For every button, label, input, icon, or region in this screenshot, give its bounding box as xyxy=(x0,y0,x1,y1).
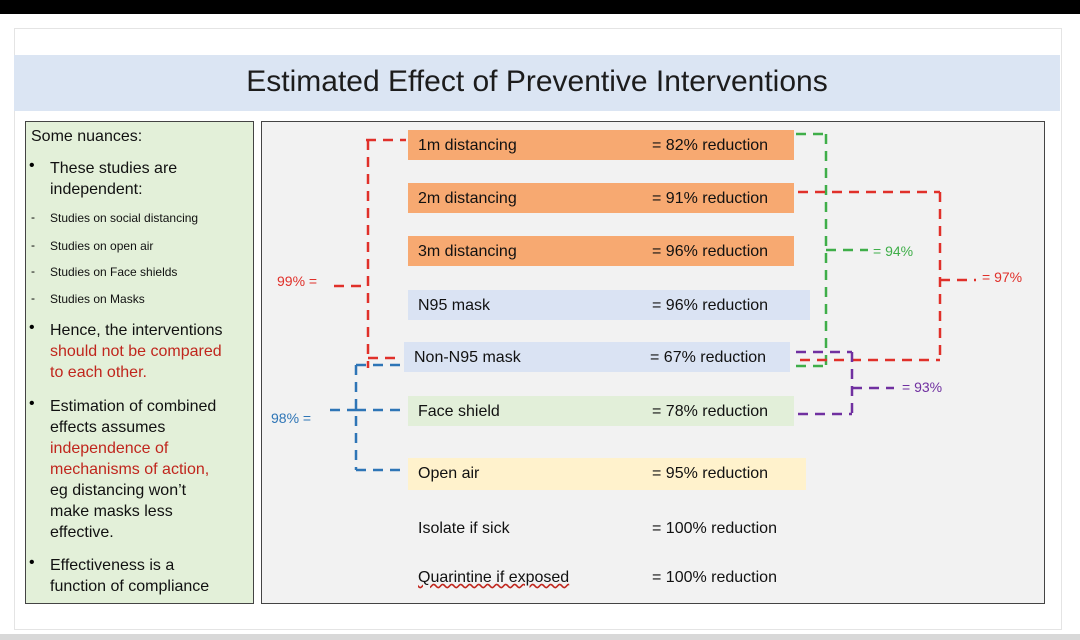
row-bg-2m xyxy=(408,183,794,213)
combined-93-label: = 93% xyxy=(902,379,943,395)
bullet-dot: • xyxy=(29,395,35,412)
intervention-effect: = 96% reduction xyxy=(652,243,769,260)
bullet-4-line-1: Effectiveness is a xyxy=(50,557,175,574)
intervention-effect: = 96% reduction xyxy=(652,297,769,314)
row-bg-face-shield xyxy=(408,396,794,426)
sub-item-open-air: Studies on open air xyxy=(50,239,154,253)
intervention-effect: = 91% reduction xyxy=(652,190,769,207)
bullet-3-line-5: eg distancing won’t xyxy=(50,482,187,499)
combined-97-label: = 97% xyxy=(982,269,1023,285)
bullet-2-line-3: to each other. xyxy=(50,362,147,383)
sub-dash: - xyxy=(31,238,35,252)
blue-bracket-98 xyxy=(330,363,404,472)
bullet-2-red-text: should not be compared xyxy=(50,343,222,360)
intervention-name: 1m distancing xyxy=(418,137,517,154)
bullet-dot: • xyxy=(29,319,35,336)
intervention-name: Non-N95 mask xyxy=(414,349,521,366)
combined-99-label: 99% = xyxy=(277,273,318,289)
red-bracket-99 xyxy=(334,138,406,368)
nuances-panel xyxy=(25,121,254,604)
sub-dash: - xyxy=(31,210,35,224)
bullet-2-red-text: to each other. xyxy=(50,364,147,381)
bullet-3-line-6: make masks less xyxy=(50,503,173,520)
intervention-name: Quarintine if exposed xyxy=(418,569,570,586)
sub-item-masks: Studies on Masks xyxy=(50,292,145,306)
intervention-name: Face shield xyxy=(418,403,500,420)
row-bg-1m xyxy=(408,130,794,160)
bullet-2-line-2: should not be compared xyxy=(50,341,222,362)
red-bracket-97 xyxy=(798,190,976,362)
intervention-name: 2m distancing xyxy=(418,190,517,207)
bullet-3-line-1: Estimation of combined xyxy=(50,398,217,415)
bullet-2-line-1: Hence, the interventions xyxy=(50,322,223,339)
sub-item-social-distancing: Studies on social distancing xyxy=(50,211,199,225)
nuances-heading: Some nuances: xyxy=(31,128,143,145)
intervention-effect: = 82% reduction xyxy=(652,137,769,154)
intervention-effect: = 100% reduction xyxy=(652,520,777,537)
bullet-dot: • xyxy=(29,554,35,571)
bullet-4-line-2: function of compliance xyxy=(50,578,210,595)
slide-title: Estimated Effect of Preventive Intervent… xyxy=(246,65,828,98)
bullet-3-red-text: mechanisms of action, xyxy=(50,461,210,478)
row-bg-open-air xyxy=(408,458,806,490)
row-bg-non-n95 xyxy=(404,342,790,372)
intervention-name: 3m distancing xyxy=(418,243,517,260)
bullet-3-red-text: independence of xyxy=(50,440,169,457)
row-bg-n95 xyxy=(408,290,810,320)
green-bracket-94 xyxy=(796,132,868,368)
bullet-1-line-1: These studies are xyxy=(50,160,178,177)
intervention-name: N95 mask xyxy=(418,297,491,314)
window-top-bar xyxy=(0,0,1080,14)
bullet-1-line-2: independent: xyxy=(50,181,143,198)
purple-bracket-93 xyxy=(796,350,894,416)
intervention-effect: = 78% reduction xyxy=(652,403,769,420)
sub-item-face-shields: Studies on Face shields xyxy=(50,265,178,279)
intervention-name: Open air xyxy=(418,465,480,482)
combined-94-label: = 94% xyxy=(873,243,914,259)
intervention-effect: = 100% reduction xyxy=(652,569,777,586)
bullet-3-line-2: effects assumes xyxy=(50,419,166,436)
sub-dash: - xyxy=(31,264,35,278)
intervention-effect: = 95% reduction xyxy=(652,465,769,482)
title-band xyxy=(14,55,1060,111)
bullet-3-line-4: mechanisms of action, xyxy=(50,459,209,480)
intervention-name: Isolate if sick xyxy=(418,520,510,537)
sub-dash: - xyxy=(31,291,35,305)
window-bottom-bar xyxy=(0,634,1080,640)
intervention-effect: = 67% reduction xyxy=(650,349,767,366)
bullet-3-line-7: effective. xyxy=(50,524,114,541)
combined-98-label: 98% = xyxy=(271,410,312,426)
bullet-dot: • xyxy=(29,157,35,174)
row-bg-3m xyxy=(408,236,794,266)
bullet-3-line-3: independence of xyxy=(50,438,168,459)
